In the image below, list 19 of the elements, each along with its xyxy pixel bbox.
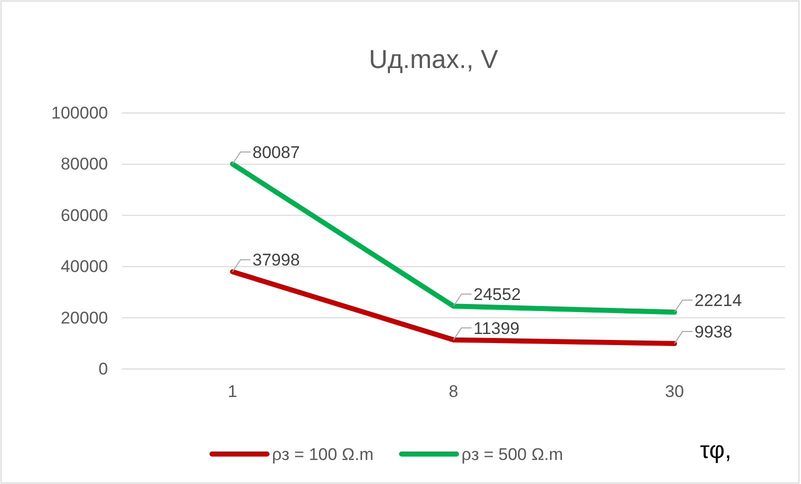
data-label: 80087 bbox=[252, 142, 300, 162]
y-tick-label: 20000 bbox=[60, 308, 108, 328]
data-label: 11399 bbox=[474, 318, 520, 338]
y-tick-label: 60000 bbox=[60, 206, 108, 225]
data-label: 9938 bbox=[694, 322, 732, 342]
x-tick-label: 1 bbox=[228, 382, 238, 402]
x-tick-label: 30 bbox=[665, 382, 684, 402]
y-tick-label: 80000 bbox=[60, 154, 108, 174]
y-tick-label: 40000 bbox=[60, 257, 108, 276]
data-label: 24552 bbox=[474, 285, 521, 304]
chart-title: Uд.max., V bbox=[368, 44, 499, 74]
data-label: 22214 bbox=[694, 291, 742, 310]
y-tick-label: 0 bbox=[98, 359, 108, 378]
x-axis-title: τφ, bbox=[700, 437, 732, 464]
legend-label: ρз = 100 Ω.m bbox=[272, 445, 374, 464]
legend-label: ρз = 500 Ω.m bbox=[462, 445, 564, 464]
x-tick-label: 8 bbox=[448, 382, 458, 402]
y-tick-label: 100000 bbox=[51, 103, 108, 122]
data-label: 37998 bbox=[252, 250, 300, 270]
